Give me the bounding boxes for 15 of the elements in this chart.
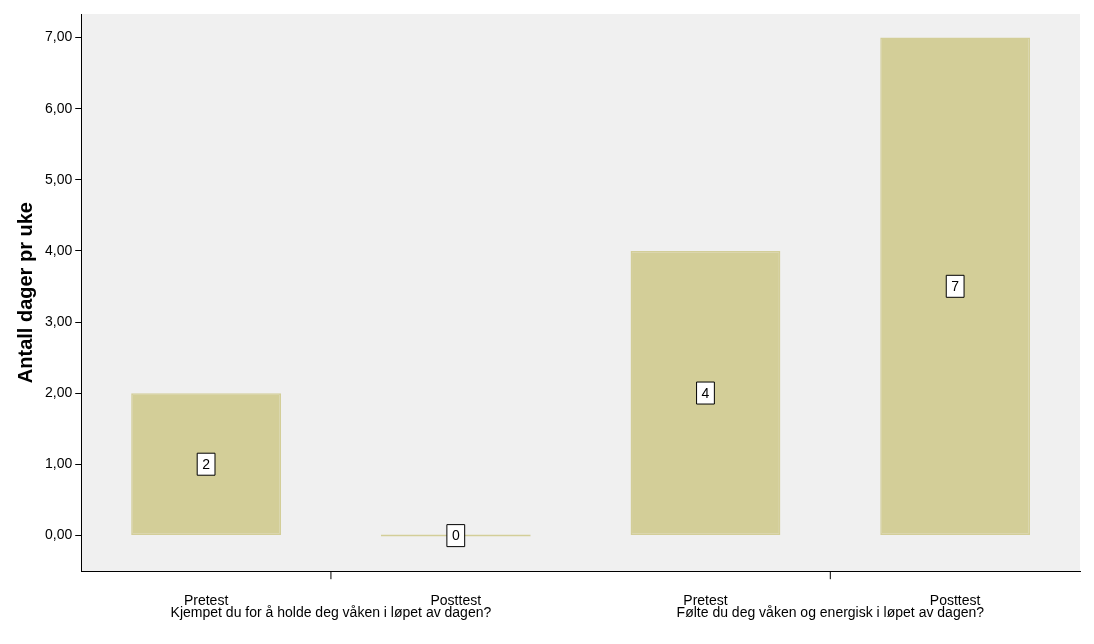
y-tick-label: 1,00 [45, 455, 73, 472]
text: Kjempet du for å holde deg våken i løpet av dagen? [170, 604, 492, 621]
y-tick-label: 5,00 [45, 170, 73, 187]
y-tick-label: 7,00 [45, 28, 73, 45]
data-label: 0 [451, 527, 460, 544]
y-tick-label: 0,00 [45, 526, 73, 543]
data-label: 2 [202, 456, 211, 473]
y-tick-label: 2,00 [45, 384, 73, 401]
y-axis-title: Antall dager pr uke [13, 202, 36, 384]
y-tick-label: 4,00 [45, 241, 73, 258]
data-label: 4 [701, 384, 710, 401]
y-tick-label: 6,00 [45, 99, 73, 116]
text: Følte du deg våken og energisk i løpet av dagen? [676, 604, 985, 621]
data-label: 7 [951, 278, 960, 295]
y-tick-label: 3,00 [45, 312, 73, 329]
